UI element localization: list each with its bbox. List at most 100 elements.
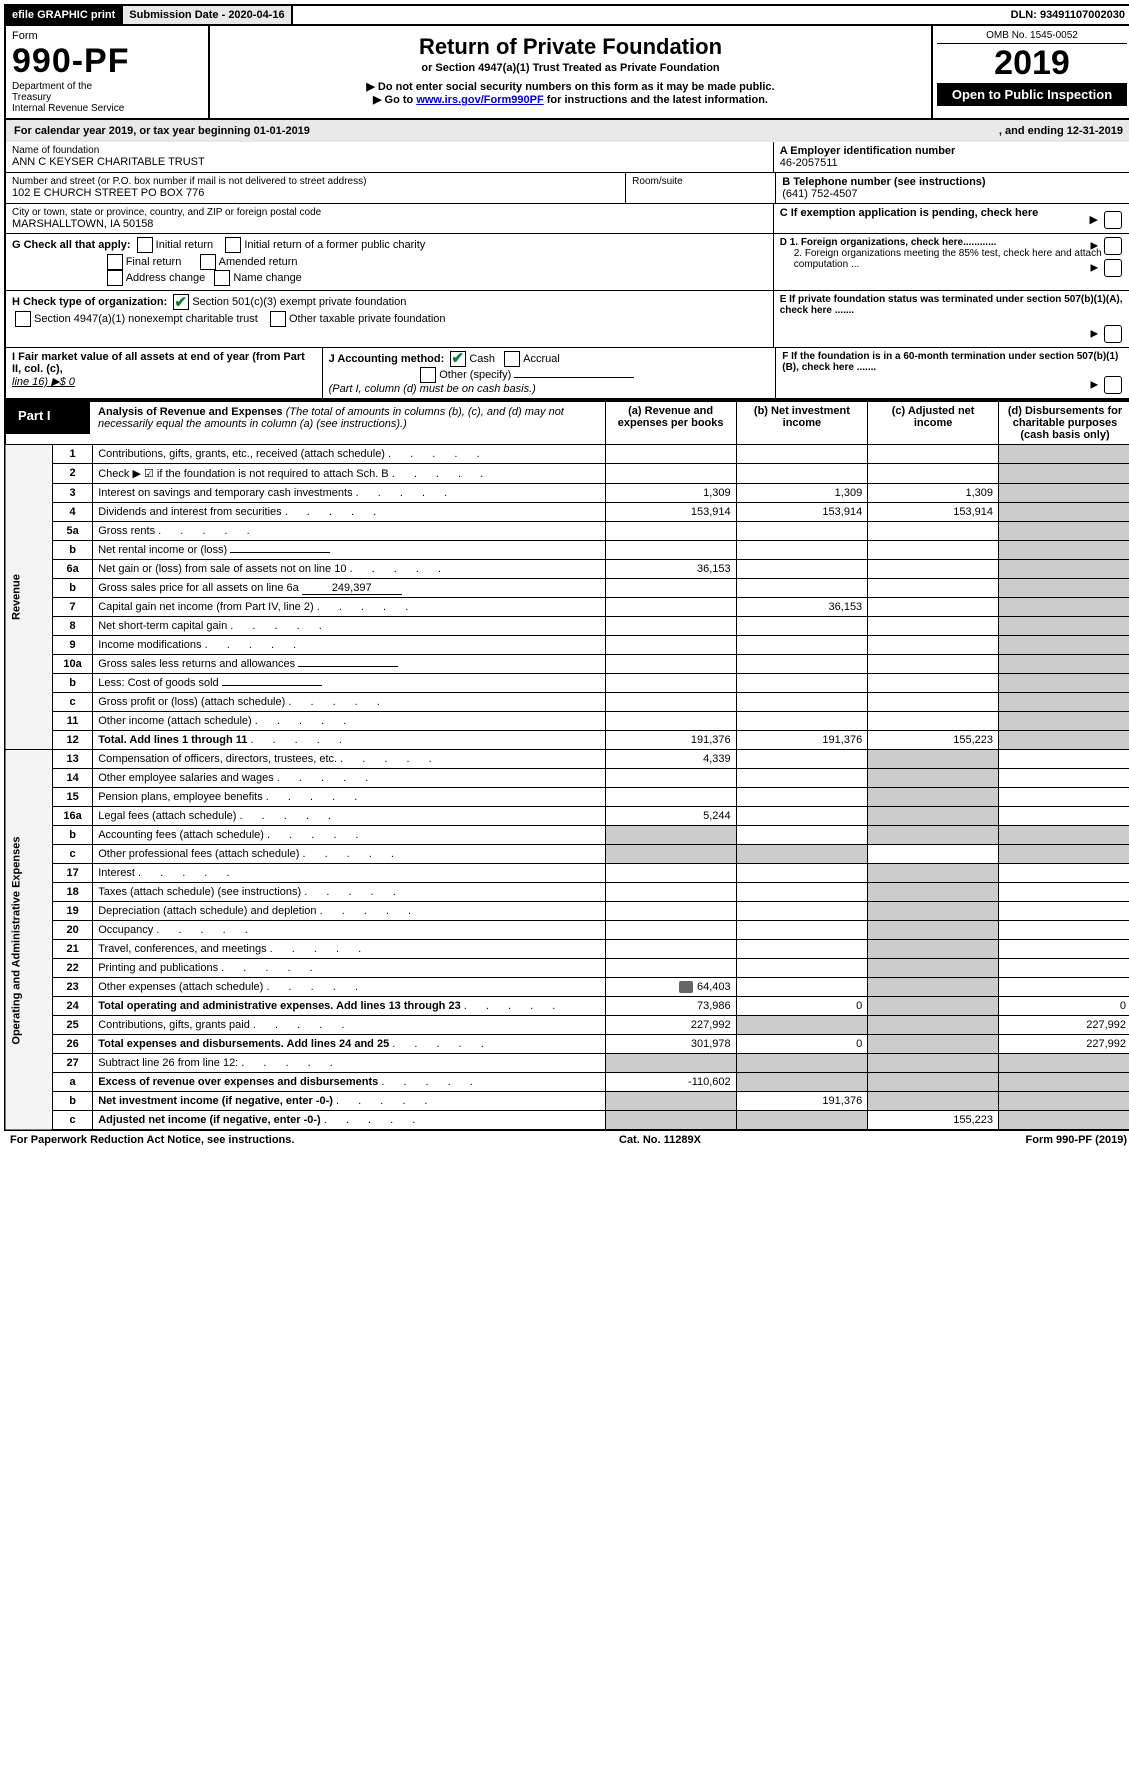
address-change-checkbox[interactable] [107, 270, 123, 286]
f-checkbox[interactable] [1104, 376, 1122, 394]
name-change-checkbox[interactable] [214, 270, 230, 286]
f-cell: F If the foundation is in a 60-month ter… [776, 348, 1129, 399]
table-row: bGross sales price for all assets on lin… [5, 579, 1129, 598]
row-number: c [53, 845, 93, 864]
row-value-d [999, 522, 1129, 541]
row-value-a: -110,602 [605, 1073, 736, 1092]
phone-value: (641) 752-4507 [782, 188, 1125, 200]
row-value-c [868, 712, 999, 731]
table-row: 4Dividends and interest from securities … [5, 503, 1129, 522]
accrual-checkbox[interactable] [504, 351, 520, 367]
city-value: MARSHALLTOWN, IA 50158 [12, 218, 767, 230]
row-value-a [605, 845, 736, 864]
initial-former-checkbox[interactable] [225, 237, 241, 253]
row-value-c [868, 826, 999, 845]
row-desc: Gross sales less returns and allowances [93, 655, 605, 674]
header-note-1: ▶ Do not enter social security numbers o… [214, 80, 927, 93]
part-1-title: Analysis of Revenue and Expenses [98, 406, 283, 418]
amended-return-checkbox[interactable] [200, 254, 216, 270]
header-center: Return of Private Foundation or Section … [210, 26, 931, 118]
row-value-d [999, 1092, 1129, 1111]
501c3-checkbox[interactable] [173, 294, 189, 310]
row-desc: Depreciation (attach schedule) and deple… [93, 902, 605, 921]
table-row: 16aLegal fees (attach schedule) . . . . … [5, 807, 1129, 826]
name-label: Name of foundation [12, 145, 767, 156]
final-return-checkbox[interactable] [107, 254, 123, 270]
row-value-b [736, 445, 868, 464]
row-value-b [736, 1016, 868, 1035]
col-d-header: (d) Disbursements for charitable purpose… [999, 402, 1129, 445]
j-accrual: Accrual [523, 353, 560, 365]
row-value-d [999, 1054, 1129, 1073]
row-value-c [868, 560, 999, 579]
row-desc: Income modifications . . . . . [93, 636, 605, 655]
row-value-a [605, 674, 736, 693]
row-value-b [736, 826, 868, 845]
i-cell: I Fair market value of all assets at end… [6, 348, 323, 399]
row-value-b [736, 1111, 868, 1131]
j-label: J Accounting method: [329, 353, 445, 365]
table-row: 11Other income (attach schedule) . . . .… [5, 712, 1129, 731]
row-value-d [999, 807, 1129, 826]
row-value-c [868, 1092, 999, 1111]
omb-number: OMB No. 1545-0052 [937, 30, 1127, 44]
j-note: (Part I, column (d) must be on cash basi… [329, 383, 536, 395]
table-row: 17Interest . . . . . [5, 864, 1129, 883]
dept-line-1: Department of the [12, 81, 92, 92]
cash-checkbox[interactable] [450, 351, 466, 367]
4947-checkbox[interactable] [15, 311, 31, 327]
part-1-title-cell: Analysis of Revenue and Expenses (The to… [90, 402, 605, 434]
row-desc: Adjusted net income (if negative, enter … [93, 1111, 605, 1131]
table-row: 9Income modifications . . . . . [5, 636, 1129, 655]
f-label: F If the foundation is in a 60-month ter… [782, 351, 1118, 373]
row-desc: Other income (attach schedule) . . . . . [93, 712, 605, 731]
cal-year-begin: For calendar year 2019, or tax year begi… [14, 125, 310, 137]
other-taxable-checkbox[interactable] [270, 311, 286, 327]
j-other: Other (specify) [439, 369, 511, 381]
header-note-2-post: for instructions and the latest informat… [547, 94, 768, 106]
d2-checkbox[interactable] [1104, 259, 1122, 277]
row-value-b: 191,376 [736, 1092, 868, 1111]
row-desc: Capital gain net income (from Part IV, l… [93, 598, 605, 617]
row-number: b [53, 541, 93, 560]
row-value-d: 227,992 [999, 1035, 1129, 1054]
row-value-d [999, 560, 1129, 579]
row-value-a [605, 712, 736, 731]
other-method-checkbox[interactable] [420, 367, 436, 383]
row-value-b [736, 864, 868, 883]
row-value-c [868, 788, 999, 807]
table-row: Operating and Administrative Expenses13C… [5, 750, 1129, 769]
row-value-b [736, 788, 868, 807]
submission-date: Submission Date - 2020-04-16 [123, 6, 292, 24]
d1-checkbox[interactable] [1104, 237, 1122, 255]
row-number: 10a [53, 655, 93, 674]
row-value-c: 155,223 [868, 1111, 999, 1131]
row-value-d [999, 464, 1129, 484]
address-label: Number and street (or P.O. box number if… [12, 176, 619, 187]
row-value-c [868, 579, 999, 598]
row-number: 24 [53, 997, 93, 1016]
row-value-b [736, 693, 868, 712]
c-checkbox[interactable] [1104, 211, 1122, 229]
attachment-icon[interactable] [679, 981, 693, 993]
row-value-b [736, 655, 868, 674]
h-other: Other taxable private foundation [289, 313, 446, 325]
e-checkbox[interactable] [1104, 325, 1122, 343]
row-value-c [868, 464, 999, 484]
info-grid: Name of foundation ANN C KEYSER CHARITAB… [4, 142, 1129, 401]
row-value-b: 0 [736, 997, 868, 1016]
table-row: 25Contributions, gifts, grants paid . . … [5, 1016, 1129, 1035]
table-row: aExcess of revenue over expenses and dis… [5, 1073, 1129, 1092]
row-value-d [999, 826, 1129, 845]
row-number: b [53, 674, 93, 693]
header-left: Form 990-PF Department of the Treasury I… [6, 26, 210, 118]
initial-return-checkbox[interactable] [137, 237, 153, 253]
row-desc: Taxes (attach schedule) (see instruction… [93, 883, 605, 902]
table-row: 18Taxes (attach schedule) (see instructi… [5, 883, 1129, 902]
row-number: 3 [53, 484, 93, 503]
d2-label: 2. Foreign organizations meeting the 85%… [794, 248, 1102, 270]
row-value-c [868, 750, 999, 769]
section-label: Operating and Administrative Expenses [5, 750, 53, 1131]
table-row: 6aNet gain or (loss) from sale of assets… [5, 560, 1129, 579]
instructions-link[interactable]: www.irs.gov/Form990PF [416, 94, 543, 106]
